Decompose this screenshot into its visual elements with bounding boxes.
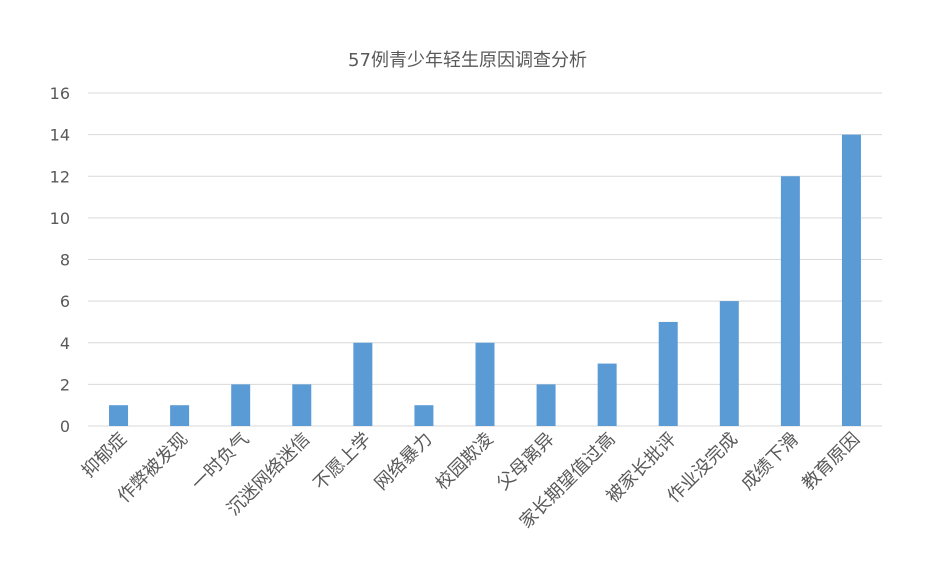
bar <box>231 384 251 426</box>
y-tick-label: 6 <box>60 292 70 311</box>
x-tick-label: 不愿上学 <box>310 429 376 495</box>
bar <box>658 321 678 426</box>
x-tick-label: 网络暴力 <box>371 429 437 495</box>
bar <box>292 384 312 426</box>
bar <box>353 342 373 426</box>
x-tick-label: 教育原因 <box>798 429 864 495</box>
bars <box>109 134 861 426</box>
y-tick-label: 14 <box>50 126 70 145</box>
bar <box>841 134 861 426</box>
x-axis-ticks: 抑郁症作弊被发现一时负气沉迷网络迷信不愿上学网络暴力校园欺凌父母离异家长期望值过… <box>78 429 864 533</box>
bar <box>475 342 495 426</box>
bar <box>170 405 190 426</box>
y-tick-label: 12 <box>50 167 70 186</box>
bar <box>109 405 129 426</box>
y-axis-ticks: 0 2 4 6 8 10 12 14 16 <box>50 84 70 436</box>
y-tick-label: 0 <box>60 417 70 436</box>
bar <box>597 363 617 426</box>
x-tick-label: 成绩下滑 <box>737 429 803 495</box>
y-tick-label: 8 <box>60 251 70 270</box>
bar <box>780 176 800 426</box>
y-tick-label: 2 <box>60 375 70 394</box>
bar <box>414 405 434 426</box>
y-tick-label: 4 <box>60 334 70 353</box>
x-tick-label: 抑郁症 <box>78 429 131 482</box>
y-tick-label: 16 <box>50 84 70 103</box>
y-tick-label: 10 <box>50 209 70 228</box>
bar <box>719 301 739 426</box>
bar <box>536 384 556 426</box>
x-tick-label: 校园欺凌 <box>432 429 498 495</box>
chart-title: 57例青少年轻生原因调查分析 <box>348 50 587 71</box>
